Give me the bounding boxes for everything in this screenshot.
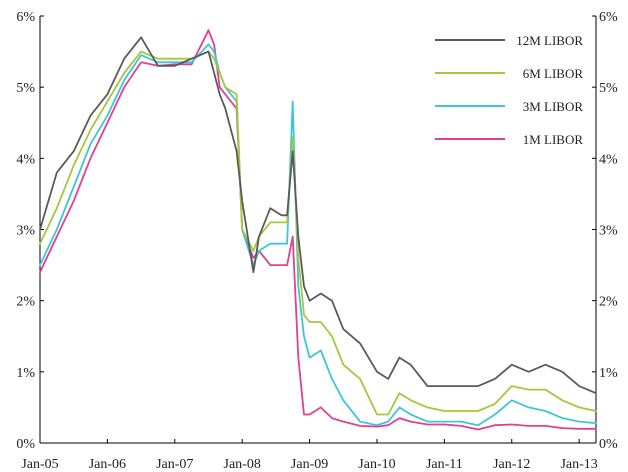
series-layer (39, 29, 597, 431)
legend-label-1m-libor: 1M LIBOR (523, 132, 584, 147)
x-tick-label: Jan-08 (224, 457, 261, 472)
y-tick-label-right: 5% (599, 81, 618, 96)
x-tick-label: Jan-09 (291, 457, 328, 472)
x-tick-label: Jan-07 (156, 457, 193, 472)
y-tick-label-left: 2% (16, 295, 35, 310)
legend-label-12m-libor: 12M LIBOR (516, 33, 583, 48)
y-tick-label-left: 6% (16, 10, 35, 25)
legend: 12M LIBOR 6M LIBOR 3M LIBOR 1M LIBOR (435, 33, 583, 147)
y-tick-label-left: 3% (16, 224, 35, 239)
axes: 0% 0% 1% 1% 2% 2% 3% 3% 4% 4% 5% 5% 6% 6% Jan-05 Jan-06… (16, 10, 618, 472)
legend-label-6m-libor: 6M LIBOR (523, 66, 584, 81)
legend-label-3m-libor: 3M LIBOR (523, 99, 584, 114)
x-tick-label: Jan-13 (560, 457, 597, 472)
y-tick-label-left: 1% (16, 366, 35, 381)
x-tick-label: Jan-05 (21, 457, 58, 472)
series-line-6m-libor (39, 50, 597, 416)
y-tick-label-right: 1% (599, 366, 618, 381)
x-tick-label: Jan-11 (426, 457, 463, 472)
y-tick-label-left: 4% (16, 152, 35, 167)
series-line-3m-libor (39, 43, 597, 427)
series-line-12m-libor (39, 36, 597, 395)
y-tick-label-right: 4% (599, 152, 618, 167)
x-tick-label: Jan-12 (493, 457, 530, 472)
y-tick-label-right: 3% (599, 224, 618, 239)
x-tick-label: Jan-10 (358, 457, 395, 472)
y-tick-label-right: 0% (599, 437, 618, 452)
y-tick-label-right: 6% (599, 10, 618, 25)
series-line-1m-libor (39, 29, 597, 431)
x-tick-label: Jan-06 (89, 457, 126, 472)
y-tick-label-left: 0% (16, 437, 35, 452)
y-tick-label-left: 5% (16, 81, 35, 96)
y-tick-label-right: 2% (599, 295, 618, 310)
